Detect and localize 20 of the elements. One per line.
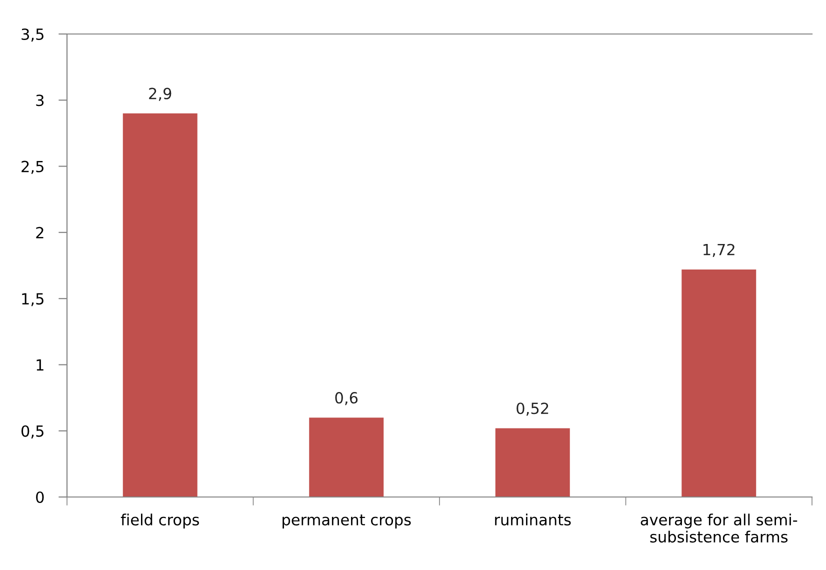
x-tick-label: permanent crops xyxy=(282,514,411,528)
x-tick-label: field crops xyxy=(120,514,199,528)
data-label: 0,52 xyxy=(516,402,548,416)
bar xyxy=(122,113,198,497)
y-tick-label: 1 xyxy=(36,359,44,371)
y-tick-label: 0 xyxy=(36,491,44,504)
x-tick-label: average for all semi- subsistence farms xyxy=(640,514,798,543)
data-label: 0,6 xyxy=(335,392,358,406)
bar xyxy=(495,428,570,497)
y-tick-label: 1,5 xyxy=(22,293,44,306)
y-tick-label: 3 xyxy=(36,94,44,106)
y-tick-label: 0,5 xyxy=(21,425,44,438)
y-tick-label: 2 xyxy=(36,226,44,238)
x-tick-label: ruminants xyxy=(495,514,571,526)
bar xyxy=(309,418,384,497)
data-label: 1,72 xyxy=(704,244,734,257)
y-tick-label: 2,5 xyxy=(22,160,44,174)
y-tick-label: 3,5 xyxy=(22,28,44,42)
bar xyxy=(682,269,756,497)
data-label: 2,9 xyxy=(149,88,172,101)
